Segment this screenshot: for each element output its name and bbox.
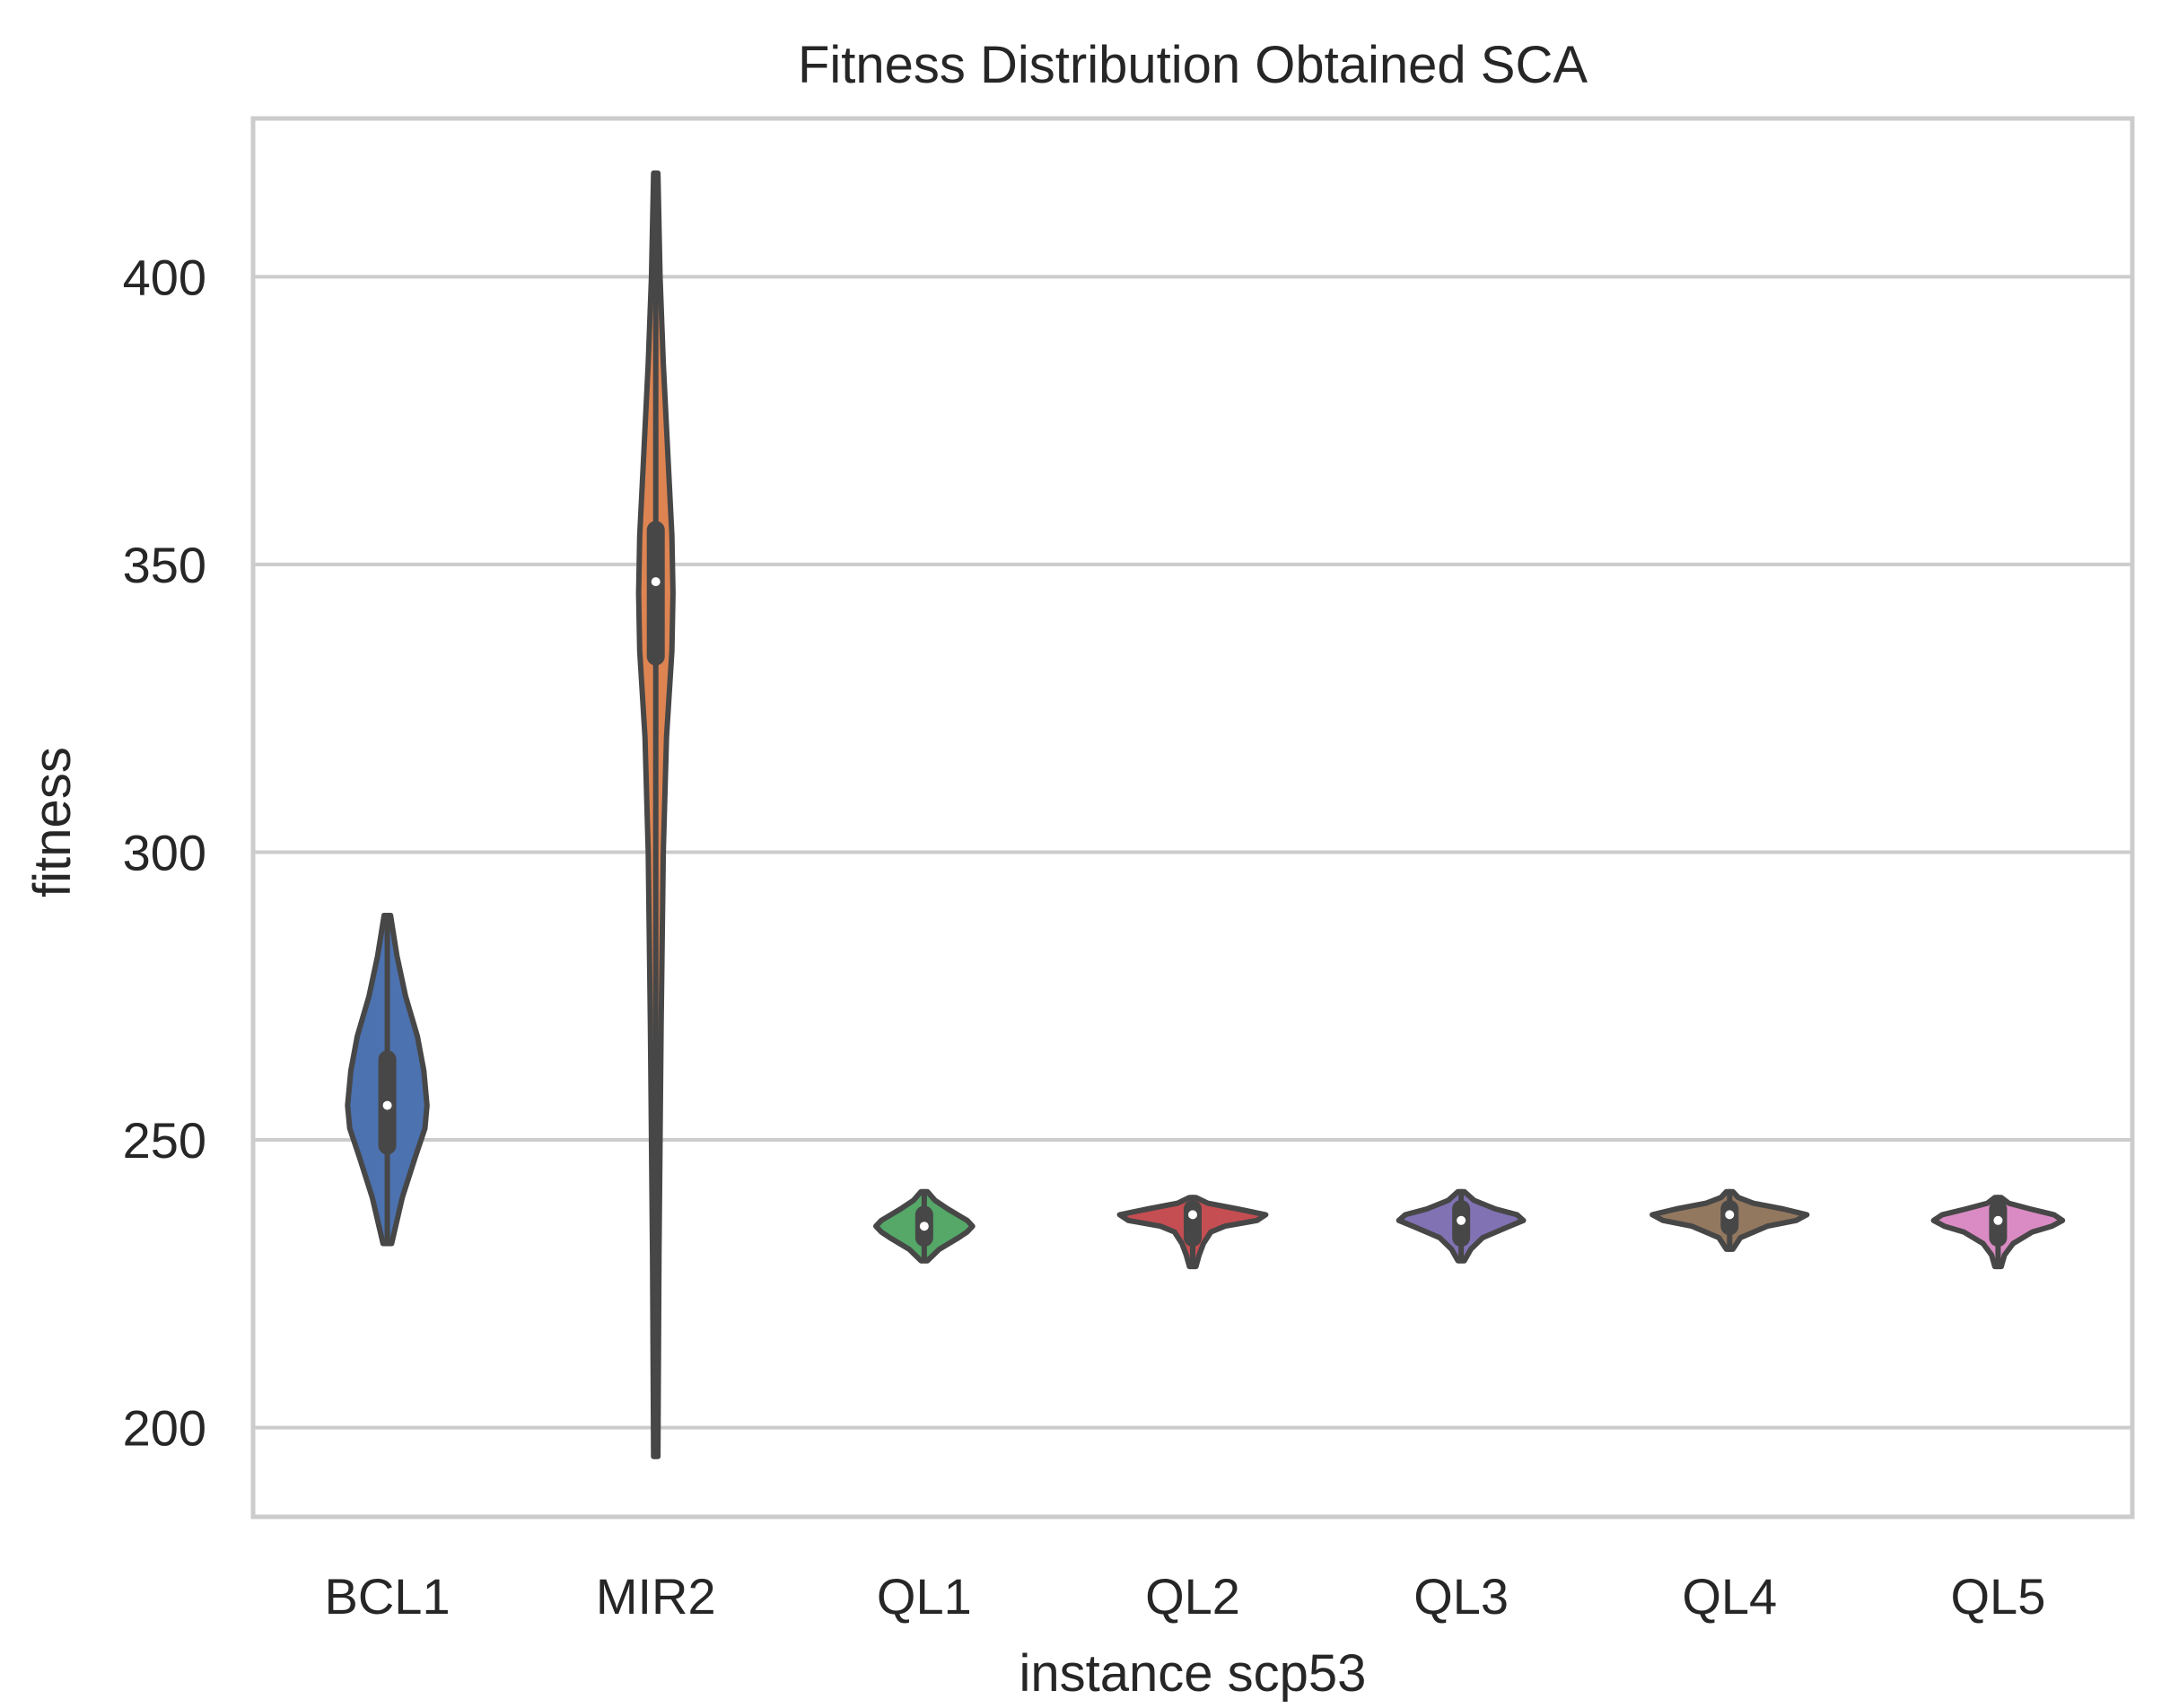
y-axis-label: fitness: [23, 747, 82, 898]
x-axis-label: instance scp53: [1019, 1644, 1367, 1703]
violin-median-marker: [382, 1100, 392, 1110]
violin-median-marker: [1188, 1210, 1197, 1220]
violin-ql1: [873, 1188, 976, 1264]
violin-bcl1: [345, 912, 430, 1247]
x-tick-label: MIR2: [596, 1568, 716, 1625]
grid-lines: [253, 275, 2132, 1430]
violin-median-marker: [1993, 1215, 2003, 1225]
x-tick-label: QL5: [1950, 1568, 2045, 1625]
y-tick-labels: 200 250 300 350 400: [123, 249, 206, 1456]
x-tick-labels: BCL1 MIR2 QL1 QL2 QL3 QL4 QL5: [325, 1568, 2046, 1625]
plot-frame: [250, 116, 2135, 1520]
violin-median-marker: [1457, 1215, 1466, 1225]
y-tick-label: 400: [123, 249, 206, 305]
violin-ql2: [1116, 1195, 1269, 1270]
x-tick-label: QL2: [1145, 1568, 1240, 1625]
y-tick-label: 250: [123, 1112, 206, 1169]
violin-mir2: [635, 170, 676, 1459]
x-tick-label: BCL1: [325, 1568, 451, 1625]
violin-ql5: [1930, 1195, 2066, 1270]
y-tick-label: 200: [123, 1400, 206, 1457]
violin-ql3: [1396, 1188, 1527, 1264]
y-tick-label: 350: [123, 537, 206, 593]
x-tick-label: QL3: [1413, 1568, 1509, 1625]
chart-title: Fitness Distribution Obtained SCA: [798, 36, 1588, 94]
violin-ql4: [1649, 1188, 1810, 1252]
y-tick-label: 300: [123, 824, 206, 880]
violin-median-marker: [651, 577, 661, 587]
violin-median-marker: [919, 1222, 929, 1231]
violins: [345, 170, 2066, 1459]
x-tick-label: QL4: [1682, 1568, 1777, 1625]
x-tick-label: QL1: [877, 1568, 972, 1625]
violin-median-marker: [1725, 1210, 1735, 1220]
